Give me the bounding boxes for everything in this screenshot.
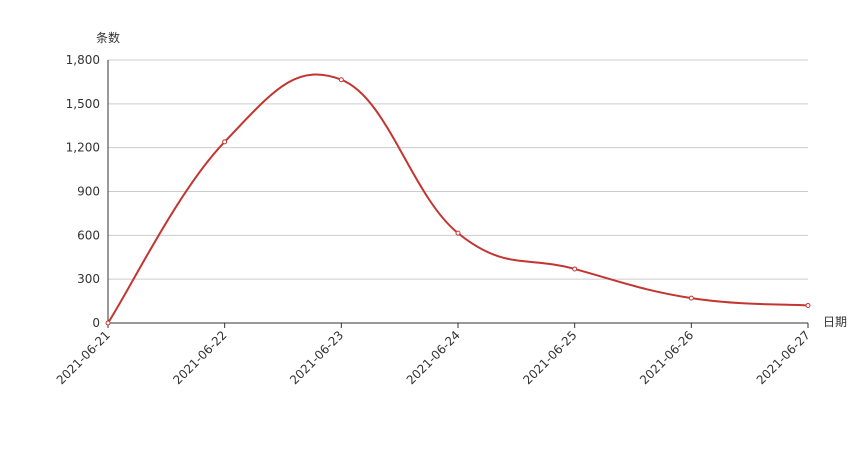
x-tick-label: 2021-06-24 (404, 328, 463, 387)
point (455, 230, 461, 236)
line (107, 73, 809, 324)
x-tick-label: 2021-06-26 (637, 328, 696, 387)
point (222, 139, 228, 145)
x-tick-label: 2021-06-21 (54, 328, 113, 387)
x-tick-label: 2021-06-25 (520, 328, 579, 387)
y-tick-label: 1,200 (66, 141, 100, 155)
y-tick-label: 1,800 (66, 53, 100, 67)
y-tick-label: 900 (77, 185, 100, 199)
point (338, 77, 344, 83)
point (105, 320, 111, 326)
x-axis-label: 日期 (823, 315, 847, 329)
y-tick-label: 300 (77, 272, 100, 286)
x-tick-label: 2021-06-22 (170, 328, 229, 387)
x-tick-label: 2021-06-23 (287, 328, 346, 387)
x-tick-label: 2021-06-27 (754, 328, 813, 387)
point (572, 266, 578, 272)
y-axis-label: 条数 (96, 30, 120, 45)
point (688, 295, 694, 301)
point (805, 302, 811, 308)
y-tick-label: 0 (92, 316, 100, 330)
y-tick-label: 600 (77, 228, 100, 242)
y-tick-label: 1,500 (66, 97, 100, 111)
